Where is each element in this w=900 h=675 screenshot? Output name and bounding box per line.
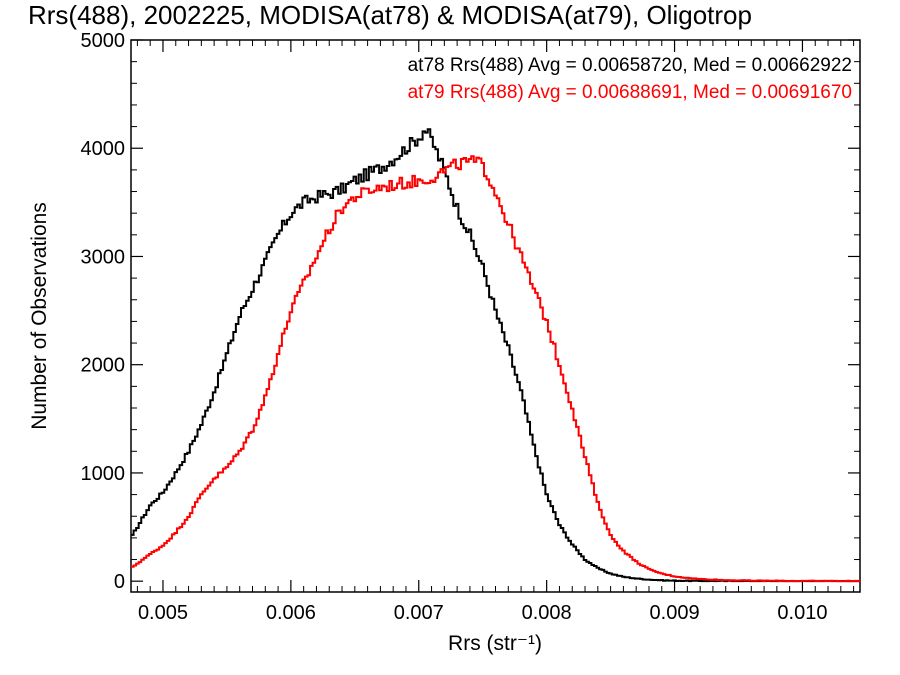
y-axis-label: Number of Observations [28, 202, 51, 430]
y-tick-label: 5000 [81, 30, 126, 52]
x-tick-label: 0.007 [394, 602, 444, 624]
y-tick-label: 4000 [81, 138, 126, 160]
x-tick-label: 0.009 [650, 602, 700, 624]
y-tick-label: 3000 [81, 246, 126, 268]
y-axis: 0 1000 2000 3000 4000 5000 [81, 30, 860, 593]
series-lines [131, 128, 861, 583]
y-tick-label: 2000 [81, 355, 126, 377]
chart-title: Rrs(488), 2002225, MODISA(at78) & MODISA… [28, 0, 752, 30]
y-tick-label: 0 [114, 571, 125, 593]
y-tick-label: 1000 [81, 463, 126, 485]
legend-at78-stats: at78 Rrs(488) Avg = 0.00658720, Med = 0.… [408, 55, 852, 76]
x-axis: 0.005 0.006 0.007 0.008 0.009 0.010 [136, 40, 855, 624]
x-tick-label: 0.005 [138, 602, 188, 624]
legend-at79-stats: at79 Rrs(488) Avg = 0.00688691, Med = 0.… [408, 82, 852, 103]
x-tick-label: 0.008 [522, 602, 572, 624]
x-tick-label: 0.006 [266, 602, 316, 624]
series-at78-line [131, 128, 861, 583]
x-axis-label: Rrs (str⁻¹) [448, 632, 542, 655]
series-at79-line [131, 155, 861, 583]
x-tick-label: 0.010 [777, 602, 827, 624]
